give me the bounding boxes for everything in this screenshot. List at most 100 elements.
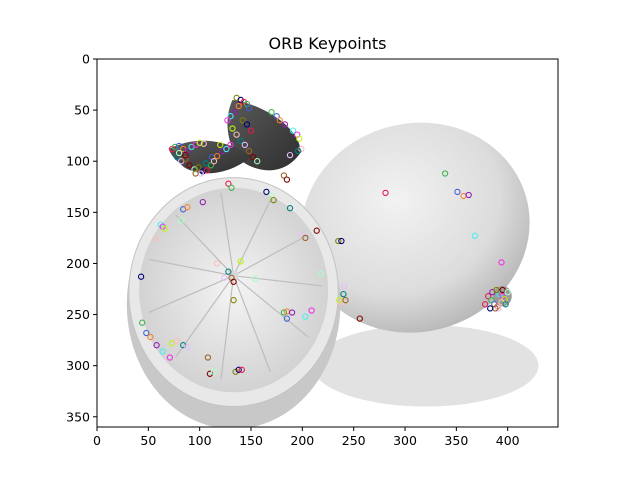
keypoint <box>298 145 305 153</box>
shadow <box>312 324 539 407</box>
keypoint <box>168 340 176 347</box>
keypoint <box>199 198 206 206</box>
keypoint <box>481 301 489 308</box>
y-tick-label: 100 <box>66 154 90 169</box>
keypoint <box>286 151 294 159</box>
keypoint <box>213 260 221 267</box>
keypoint <box>229 125 236 132</box>
image-area <box>97 59 558 427</box>
x-tick-label: 150 <box>239 433 263 448</box>
keypoint <box>286 205 294 212</box>
keypoint <box>173 337 181 345</box>
x-tick-label: 100 <box>188 433 212 448</box>
segment-line <box>220 275 235 380</box>
keypoint <box>238 366 245 373</box>
keypoint <box>245 104 253 112</box>
axes-frame <box>96 58 559 428</box>
y-tick-label: 50 <box>74 103 90 118</box>
keypoint <box>317 270 324 277</box>
keypoint <box>254 158 261 165</box>
keypoint <box>487 305 494 312</box>
segment-line <box>233 234 309 277</box>
keypoint <box>137 273 145 280</box>
keypoint <box>283 315 291 322</box>
keypoint <box>186 162 193 169</box>
keypoint <box>485 293 492 300</box>
segment-line <box>175 214 234 277</box>
keypoint <box>139 319 146 326</box>
keypoint <box>493 286 500 294</box>
segment-line <box>148 258 234 277</box>
keypoint <box>225 180 232 187</box>
keypoint <box>182 151 189 159</box>
segment-line <box>148 275 234 313</box>
keypoint <box>302 313 309 320</box>
keypoint <box>342 297 349 304</box>
keypoint <box>341 282 348 290</box>
keypoint <box>195 164 202 171</box>
keypoint <box>382 189 389 197</box>
keypoint <box>213 152 221 160</box>
half-lemon-flesh <box>139 187 329 393</box>
keypoint <box>237 96 244 104</box>
y-tick-label: 250 <box>66 307 90 322</box>
keypoint <box>166 354 174 361</box>
keypoint <box>283 176 291 183</box>
keypoint <box>302 234 309 242</box>
keypoint <box>356 315 363 322</box>
keypoint <box>281 121 289 128</box>
keypoint <box>338 237 345 245</box>
keypoint <box>207 162 215 169</box>
keypoint <box>263 188 270 196</box>
keypoint <box>202 160 209 167</box>
y-tick-label: 300 <box>66 358 90 373</box>
keypoint <box>295 147 302 155</box>
keypoint <box>495 305 502 312</box>
keypoint <box>296 135 303 142</box>
keypoint <box>237 258 244 265</box>
keypoint <box>280 309 288 316</box>
keypoint <box>152 235 159 243</box>
keypoint <box>313 227 320 234</box>
keypoint <box>471 232 478 239</box>
keypoint <box>159 348 166 355</box>
keypoint <box>203 167 211 174</box>
keypoint <box>175 149 183 157</box>
x-tick-label: 400 <box>496 433 520 448</box>
y-tick-label: 150 <box>66 205 90 220</box>
y-tick-label: 350 <box>66 409 90 424</box>
keypoint <box>231 109 238 116</box>
keypoint <box>465 191 472 199</box>
keypoint <box>441 170 449 177</box>
keypoint <box>499 286 506 294</box>
chart-title: ORB Keypoints <box>269 34 387 53</box>
keypoint <box>504 288 511 296</box>
keypoint <box>241 141 248 149</box>
x-tick-label: 250 <box>342 433 366 448</box>
keypoint <box>233 131 240 138</box>
keypoints-layer <box>137 94 511 377</box>
keypoint <box>335 237 342 245</box>
y-tick-label: 0 <box>82 52 90 67</box>
keypoint <box>182 156 189 163</box>
keypoint <box>235 366 242 373</box>
keypoint <box>498 259 505 266</box>
keypoint <box>204 354 212 361</box>
keypoint <box>192 170 199 177</box>
keypoint <box>268 109 275 116</box>
keypoint <box>340 290 347 298</box>
x-axis: 0 50 100 150 200 250 300 350 400 <box>93 427 520 448</box>
segment-line <box>232 275 271 372</box>
keypoint <box>502 301 509 308</box>
x-tick-label: 350 <box>444 433 468 448</box>
keypoint <box>227 141 234 149</box>
keypoint <box>249 153 257 161</box>
y-axis: 0 50 100 150 200 250 300 350 <box>66 52 97 424</box>
keypoint <box>228 184 235 191</box>
keypoint <box>223 145 230 153</box>
keypoint <box>230 297 237 304</box>
keypoint <box>217 141 224 149</box>
x-tick-label: 300 <box>393 433 417 448</box>
keypoint <box>247 127 255 134</box>
keypoint <box>454 188 461 196</box>
